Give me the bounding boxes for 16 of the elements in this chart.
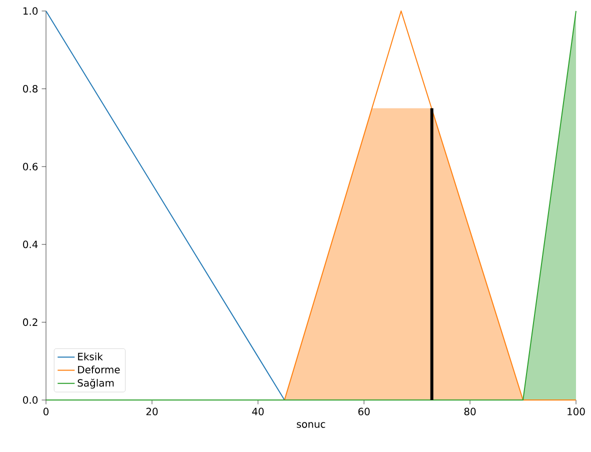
y-tick-label: 0.0 bbox=[23, 396, 38, 404]
y-tick-label: 0.2 bbox=[23, 318, 38, 326]
x-tick-label: 100 bbox=[568, 408, 585, 416]
x-tick-label: 40 bbox=[252, 408, 264, 416]
y-tick-label: 0.4 bbox=[23, 240, 38, 248]
x-tick-label: 80 bbox=[464, 408, 476, 416]
x-tick-label: 60 bbox=[358, 408, 370, 416]
x-tick-label: 20 bbox=[146, 408, 158, 416]
legend-label: Sağlam bbox=[78, 378, 114, 389]
x-tick-label: 0 bbox=[43, 408, 49, 416]
legend-label: Eksik bbox=[78, 352, 103, 360]
y-tick-label: 0.6 bbox=[23, 162, 38, 170]
y-tick-label: 0.8 bbox=[23, 85, 38, 93]
legend-label: Deforme bbox=[78, 366, 120, 374]
y-tick-label: 1.0 bbox=[23, 7, 38, 15]
x-axis-title: sonuc bbox=[296, 422, 326, 428]
